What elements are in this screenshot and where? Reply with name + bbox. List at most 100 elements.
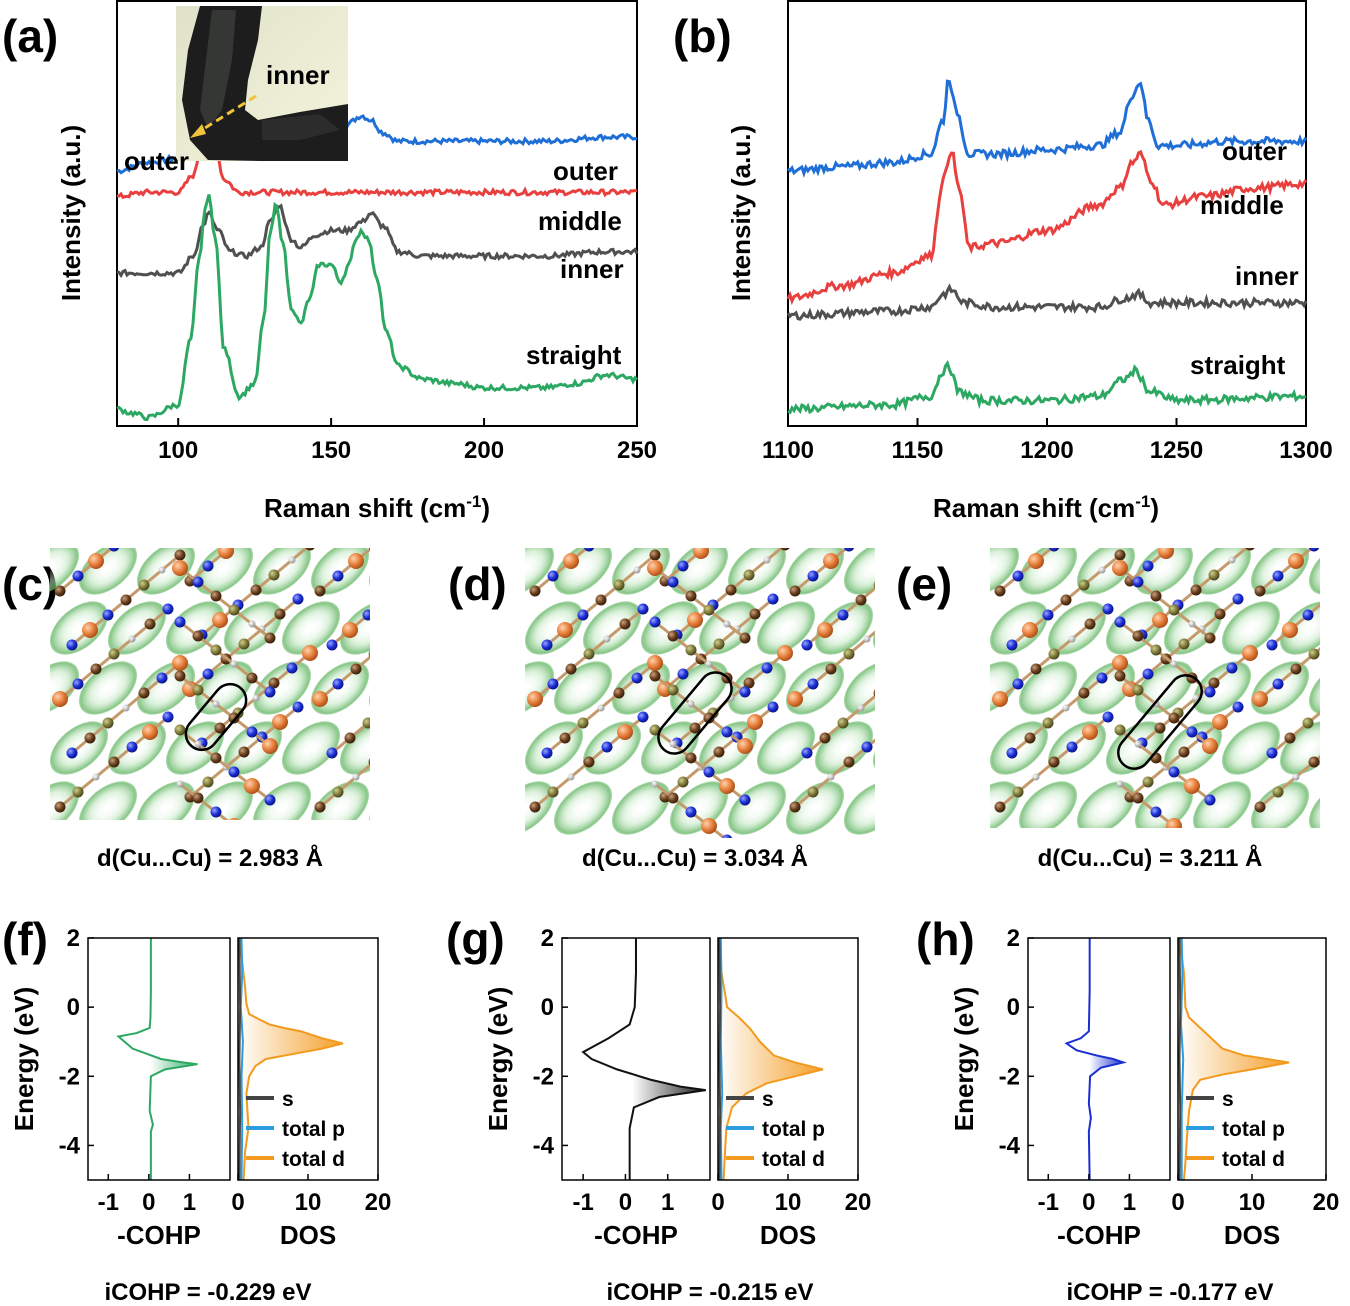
atom [837,609,849,621]
dos-xlabel: DOS [280,1220,336,1250]
inset-inner-label: inner [266,60,330,90]
y-tick-label: -2 [59,1063,80,1090]
atom [767,593,779,605]
density-lobe [50,721,51,775]
dos-d-fill [1178,938,1289,1180]
caption-d: d(Cu...Cu) = 3.034 Å [582,844,808,872]
atom [1178,638,1190,650]
atom [541,639,553,651]
x-tick-label: 1200 [1020,437,1073,464]
label-straight-b: straight [1190,350,1286,380]
atom [314,801,326,813]
atom [547,786,559,798]
density-lobe [1328,831,1350,905]
atom [52,691,68,707]
atom [732,516,743,527]
atom [82,622,98,638]
atom [747,714,763,730]
raman-low-ticks: 100 150 200 250 [158,418,657,464]
atom [667,792,679,804]
atom [383,705,390,712]
atom [761,662,773,674]
atom [992,691,1008,707]
atom [649,670,661,682]
y-tick-label: 2 [67,925,80,952]
inset-arrow [196,94,257,135]
atom [54,801,66,813]
atom [1254,801,1266,813]
atom [172,560,188,576]
atom [1102,603,1114,615]
atom [1266,747,1278,759]
atom [352,773,360,781]
atom [228,766,240,778]
atom [583,648,595,660]
atom [1308,548,1320,552]
dos-d-curve [719,937,824,1181]
atom [687,700,695,708]
raman-curve-middle [786,149,1308,306]
density-lobe [107,601,167,655]
cohp-axes [87,937,231,1181]
cohp-axes [1027,937,1171,1181]
cohp-fill [118,938,198,1180]
atom [144,618,156,630]
density-lobe [368,661,370,715]
density-lobe [0,771,31,845]
atom [1150,644,1162,656]
atom [158,566,166,574]
x-tick-label: 20 [1313,1189,1340,1216]
atom [1150,806,1162,818]
atom [210,806,222,818]
atom [399,580,410,591]
atom [685,752,697,764]
atom [637,603,649,615]
raman-curve-outer [786,79,1308,179]
density-lobe [1212,471,1290,545]
atom [677,560,689,572]
panel-label-h: (h) [916,913,975,965]
atom [1084,618,1096,630]
atom [1082,724,1098,740]
panel-label-a: (a) [2,10,58,62]
atom [565,663,577,675]
atom [368,548,370,550]
atom [1042,609,1054,621]
legend-label: s [762,1088,774,1111]
atom [264,686,276,698]
atom [619,618,631,630]
density-lobe [0,831,60,905]
atom [1142,776,1154,788]
legend-label: s [282,1088,294,1111]
dos-p-curve [239,937,244,1181]
atom [651,780,659,788]
atom [713,746,725,758]
atom [1154,722,1166,734]
atom [244,778,260,794]
density-lobe [1270,831,1348,905]
atom [649,549,661,561]
raman-high-ylabel: Intensity (a.u.) [726,125,756,301]
atom [138,579,150,591]
density-lobe [785,781,845,835]
atom [108,648,120,660]
atom [1272,678,1284,690]
atom [1197,516,1208,527]
atom [1132,576,1144,588]
atom [1190,584,1202,596]
atom [750,501,761,512]
atom [1114,549,1126,561]
atom [435,550,446,561]
atom [1179,531,1190,542]
dos-d-fill [718,938,823,1180]
density-lobe [611,781,671,835]
atom [423,712,434,723]
atom [817,622,833,638]
atom [721,726,733,738]
panel-b: (b) 1100 1150 1200 1250 1300 Intensity (a.u.… [673,0,1333,523]
atom [1212,714,1228,730]
label-outer-b: outer [1222,136,1287,166]
atom [1062,704,1070,712]
atom [861,741,873,753]
panel-label-b: (b) [673,10,732,62]
